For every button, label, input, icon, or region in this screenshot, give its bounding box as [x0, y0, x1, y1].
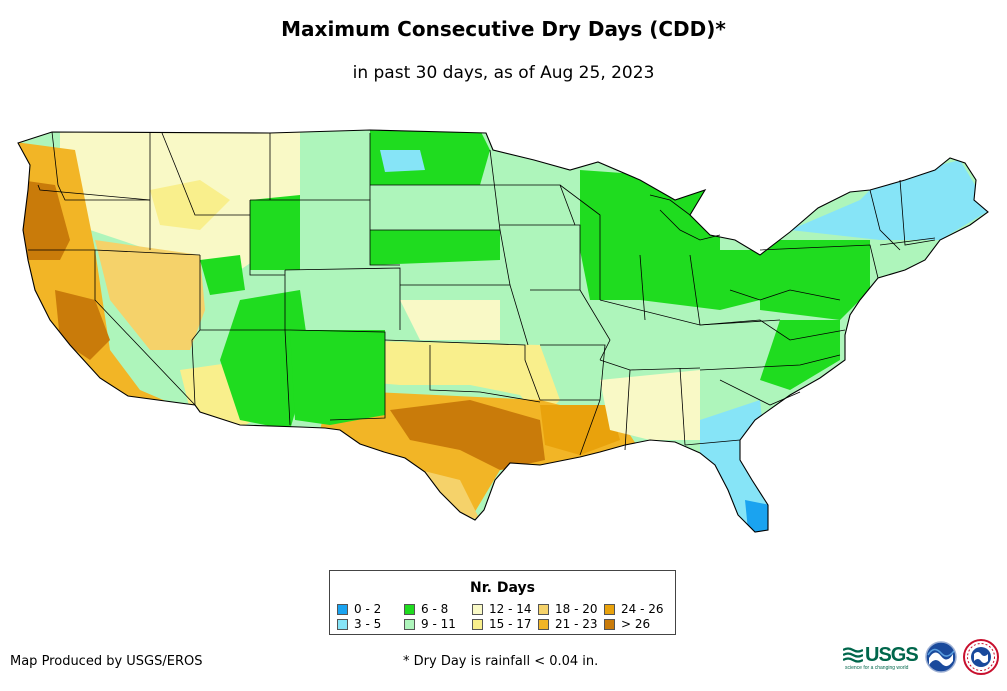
legend-label: 9 - 11 — [421, 617, 456, 631]
zone-central-valley-gt26 — [55, 290, 110, 360]
legend-swatch — [404, 603, 415, 615]
legend-label: 12 - 14 — [489, 602, 532, 616]
footnote-text: * Dry Day is rainfall < 0.04 in. — [403, 654, 599, 669]
zone-kansas-12-14 — [400, 300, 500, 340]
zone-virginia-6-8 — [760, 320, 840, 390]
legend-item: 0 - 2 — [337, 602, 381, 616]
nws-logo-icon — [963, 639, 999, 675]
legend-label: 0 - 2 — [354, 602, 382, 616]
legend-label: 18 - 20 — [555, 602, 598, 616]
legend-swatch — [337, 618, 348, 630]
legend-item: 24 - 26 — [604, 602, 664, 616]
legend-swatch — [404, 618, 415, 630]
legend-swatch — [337, 603, 348, 615]
credit-text: Map Produced by USGS/EROS — [10, 654, 203, 669]
usgs-waves-icon — [843, 647, 863, 663]
legend-item: 21 - 23 — [538, 617, 598, 631]
legend-swatch — [472, 603, 483, 615]
legend-item: 3 - 5 — [337, 617, 381, 631]
zone-mississippi-12-14 — [600, 370, 700, 440]
cdd-raster — [18, 130, 988, 532]
zone-nevada-18-20 — [95, 240, 205, 350]
zone-wyoming-6-8 — [250, 195, 300, 270]
legend-item: 9 - 11 — [404, 617, 456, 631]
legend-item: 18 - 20 — [538, 602, 598, 616]
zone-four-corners-6-8 — [220, 290, 310, 430]
legend-label: > 26 — [621, 617, 651, 631]
map-title: Maximum Consecutive Dry Days (CDD)* — [281, 17, 726, 41]
legend-label: 6 - 8 — [421, 602, 449, 616]
usgs-logo: USGS science for a changing world — [843, 644, 919, 671]
zone-south-florida-0-2 — [745, 500, 770, 532]
legend-label: 15 - 17 — [489, 617, 532, 631]
map-subtitle: in past 30 days, as of Aug 25, 2023 — [352, 63, 655, 83]
legend-label: 24 - 26 — [621, 602, 664, 616]
legend-item: 6 - 8 — [404, 602, 448, 616]
zone-oklahoma-15-17 — [330, 340, 560, 420]
legend-swatch — [604, 618, 615, 630]
zone-louisiana-24-26 — [540, 405, 620, 455]
legend-label: 21 - 23 — [555, 617, 598, 631]
legend-swatch — [604, 603, 615, 615]
zone-nd-3-5 — [380, 150, 425, 172]
legend-swatch — [538, 603, 549, 615]
zone-ohio-valley-6-8 — [580, 250, 760, 310]
noaa-logo-icon — [925, 641, 957, 673]
zone-central-texas-gt26 — [390, 400, 545, 470]
zone-nebraska-6-8 — [370, 230, 500, 265]
legend-item: > 26 — [604, 617, 650, 631]
legend-swatch — [472, 618, 483, 630]
zone-idaho-15-17 — [150, 180, 230, 230]
zone-utah-6-8 — [200, 255, 245, 295]
usgs-tagline: science for a changing world — [845, 665, 909, 671]
zone-south-texas-18-20 — [420, 470, 480, 520]
state-boundaries — [17, 129, 989, 533]
zone-new-mexico-6-8 — [290, 330, 385, 425]
legend-title: Nr. Days — [470, 580, 535, 596]
legend-item: 12 - 14 — [472, 602, 532, 616]
legend-swatch — [538, 618, 549, 630]
usgs-logo-text: USGS — [865, 644, 919, 666]
zone-new-england-3-5 — [790, 160, 988, 240]
zone-pennsylvania-6-8 — [760, 240, 870, 320]
legend-item: 15 - 17 — [472, 617, 532, 631]
zone-oregon-coast-gt26 — [20, 180, 70, 260]
legend-label: 3 - 5 — [354, 617, 382, 631]
